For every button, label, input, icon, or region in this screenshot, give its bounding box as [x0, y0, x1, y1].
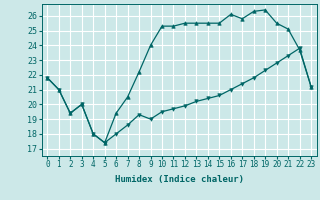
X-axis label: Humidex (Indice chaleur): Humidex (Indice chaleur)	[115, 175, 244, 184]
